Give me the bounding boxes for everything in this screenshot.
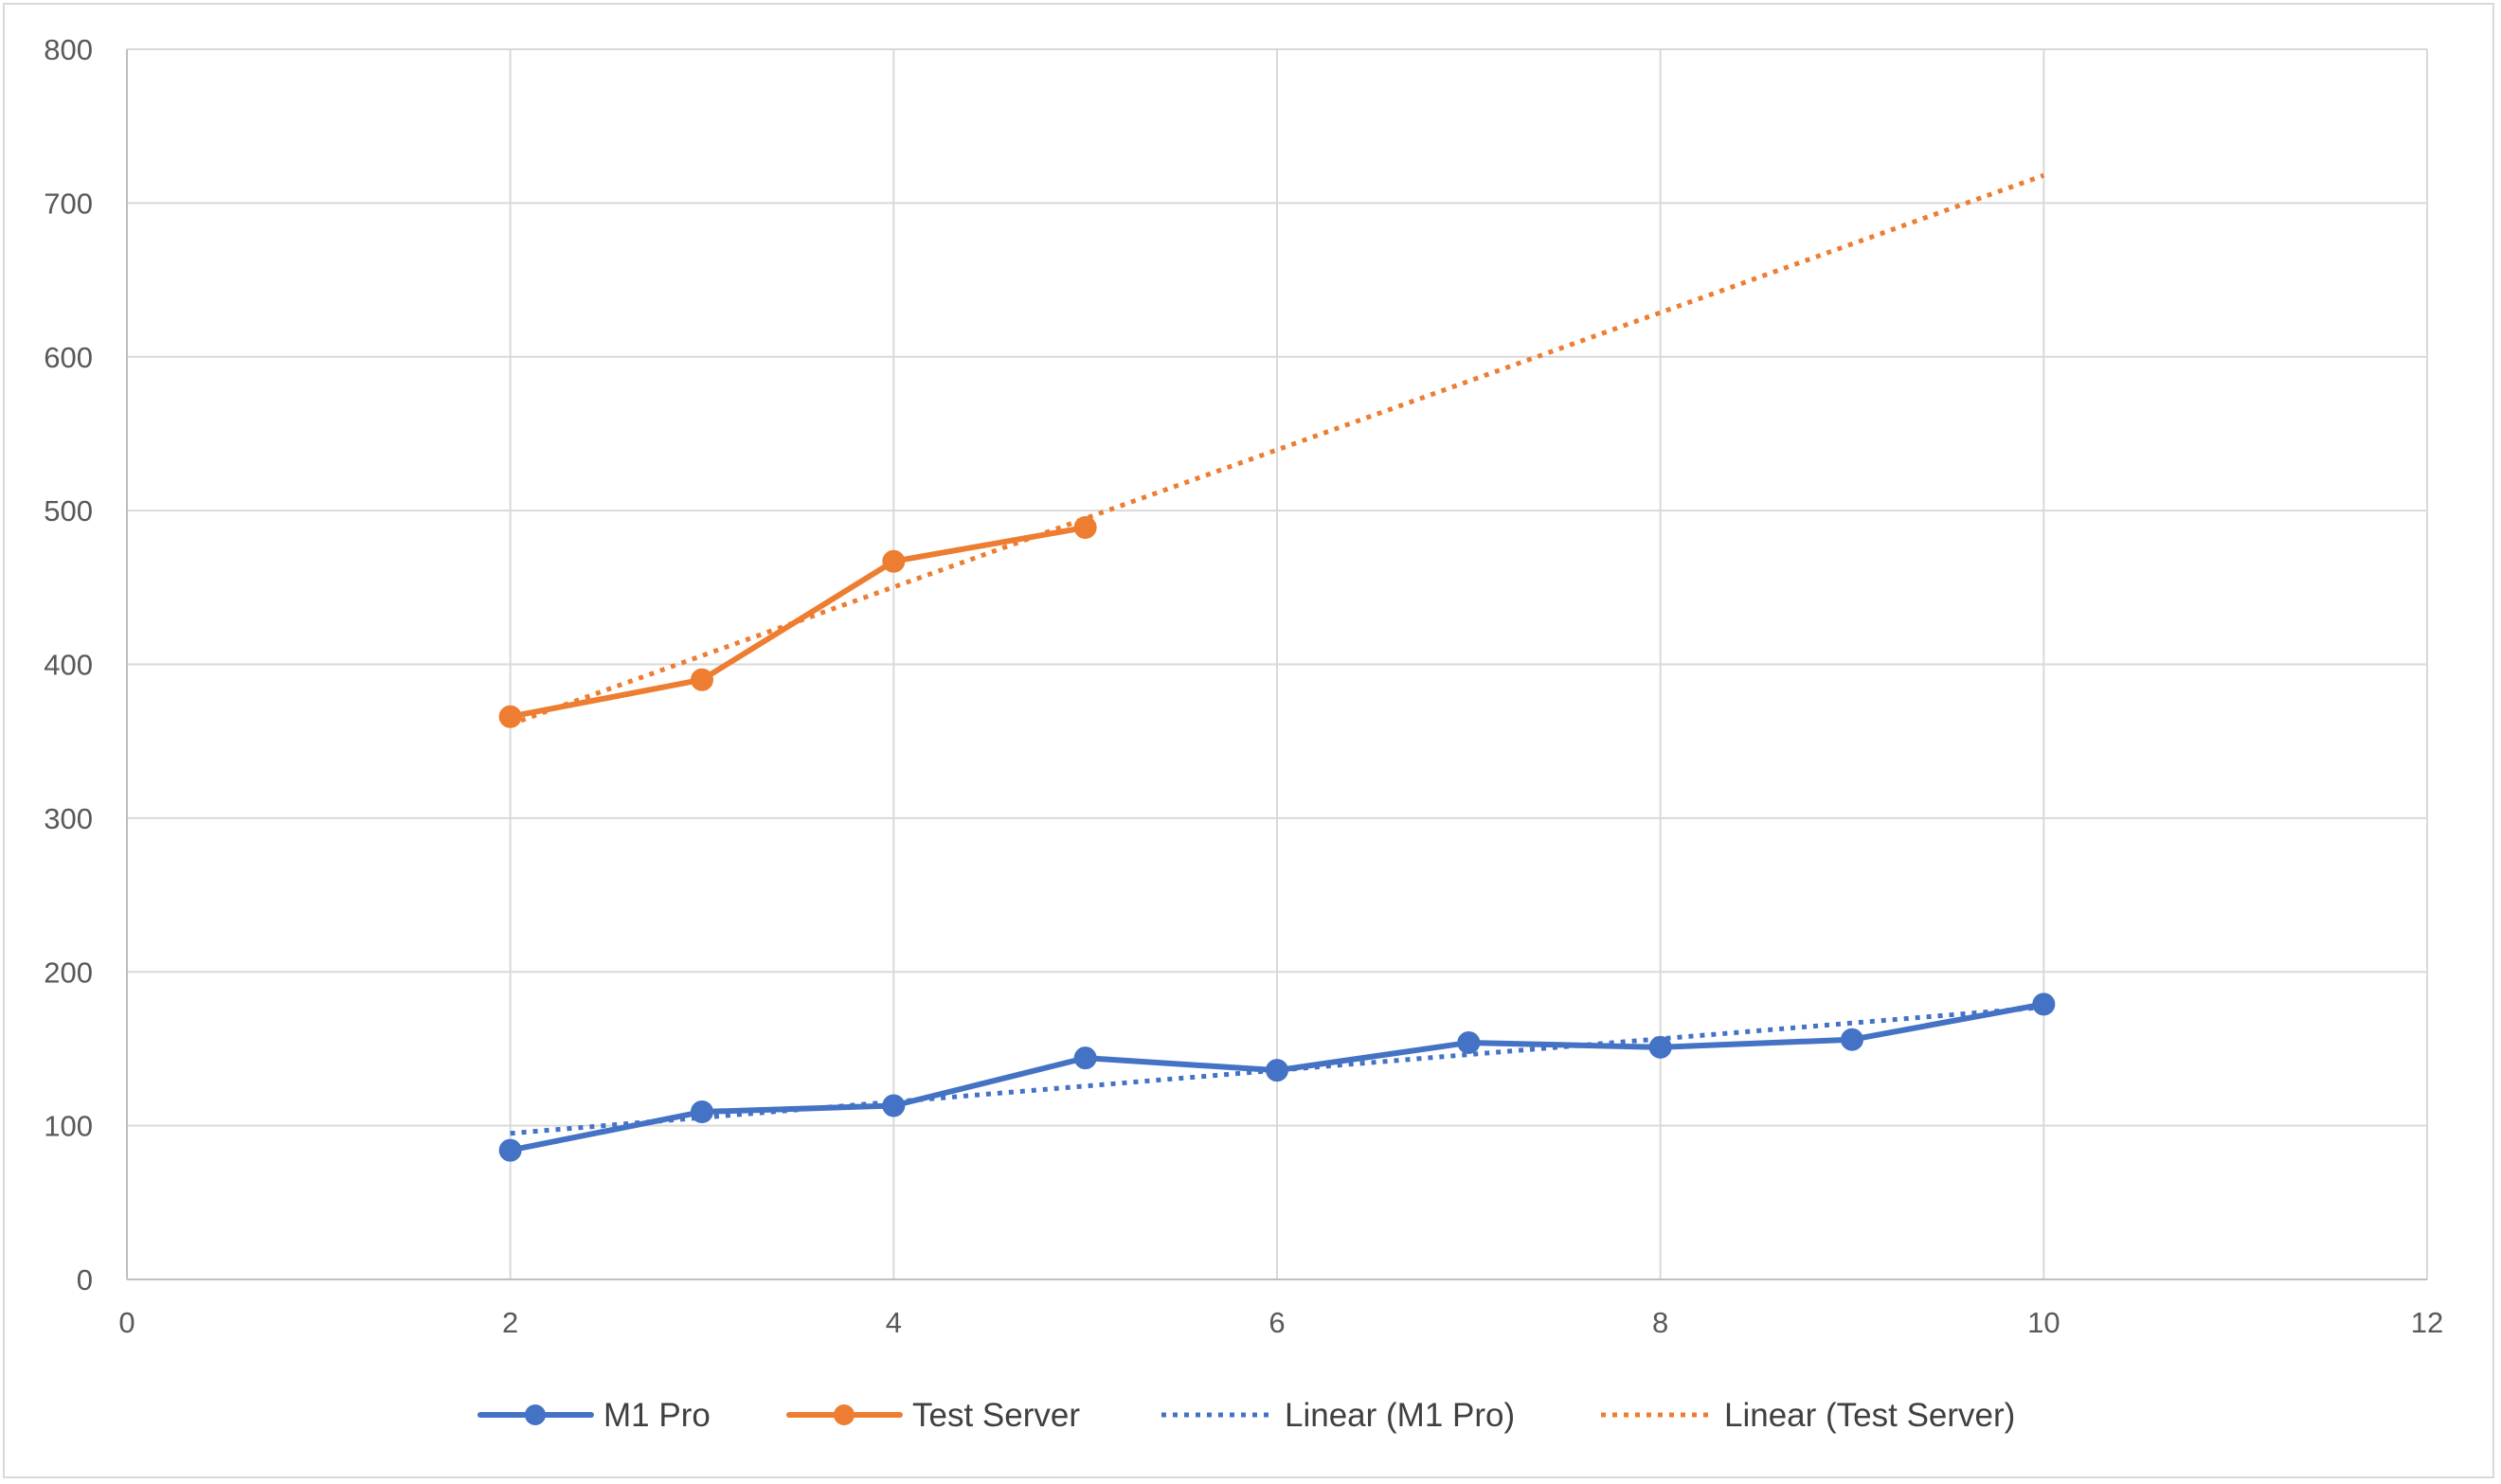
trendlines xyxy=(509,172,2045,1136)
y-tick-label: 200 xyxy=(44,956,93,989)
data-point xyxy=(1841,1028,1863,1051)
x-tick-label: 10 xyxy=(2027,1306,2060,1339)
data-point xyxy=(1648,1035,1672,1059)
data-point xyxy=(2032,992,2056,1016)
gridlines xyxy=(127,48,2428,1279)
x-tick-label: 0 xyxy=(118,1306,135,1339)
data-point xyxy=(498,1138,522,1162)
data-point xyxy=(691,668,713,691)
tick-labels: 0 100 200 300 400 500 600 700 800 0 2 4 6 8 10 12 xyxy=(44,33,2443,1339)
legend-entry: M1 Pro xyxy=(477,1397,711,1434)
legend-label: Test Server xyxy=(912,1397,1080,1434)
y-tick-label: 600 xyxy=(44,341,93,374)
y-tick-label: 300 xyxy=(44,802,93,835)
x-tick-label: 2 xyxy=(502,1306,518,1339)
legend-label: Linear (M1 Pro) xyxy=(1285,1397,1515,1434)
legend-swatch-marker xyxy=(834,1404,855,1425)
x-tick-label: 8 xyxy=(1652,1306,1668,1339)
trendline xyxy=(509,172,2045,727)
x-tick-label: 6 xyxy=(1268,1306,1285,1339)
data-series xyxy=(498,515,2056,1162)
legend-swatch-marker xyxy=(525,1404,546,1425)
axes xyxy=(126,49,2427,1280)
y-tick-label: 700 xyxy=(44,187,93,220)
data-point xyxy=(1457,1030,1481,1054)
x-tick-label: 4 xyxy=(886,1306,902,1339)
data-point xyxy=(1266,1059,1288,1082)
x-tick-label: 12 xyxy=(2411,1306,2443,1339)
data-point xyxy=(882,549,906,573)
y-tick-label: 100 xyxy=(44,1110,93,1143)
legend-entry: Linear (M1 Pro) xyxy=(1161,1397,1515,1434)
legend-label: Linear (Test Server) xyxy=(1724,1397,2015,1434)
legend-entry: Test Server xyxy=(786,1397,1080,1434)
data-point xyxy=(1073,1046,1097,1070)
legend-entry: Linear (Test Server) xyxy=(1601,1397,2015,1434)
data-point xyxy=(691,1100,713,1124)
data-point xyxy=(498,705,522,728)
y-tick-label: 500 xyxy=(44,494,93,527)
data-point xyxy=(882,1094,906,1117)
y-tick-label: 0 xyxy=(77,1263,93,1296)
data-point xyxy=(1073,515,1097,539)
chart-area xyxy=(3,3,2494,1478)
series-line xyxy=(507,524,1089,720)
legend: M1 Pro Test Server Linear (M1 Pro) Linear (… xyxy=(477,1397,2015,1434)
y-tick-label: 400 xyxy=(44,649,93,682)
legend-label: M1 Pro xyxy=(603,1397,711,1434)
y-tick-label: 800 xyxy=(44,33,93,66)
